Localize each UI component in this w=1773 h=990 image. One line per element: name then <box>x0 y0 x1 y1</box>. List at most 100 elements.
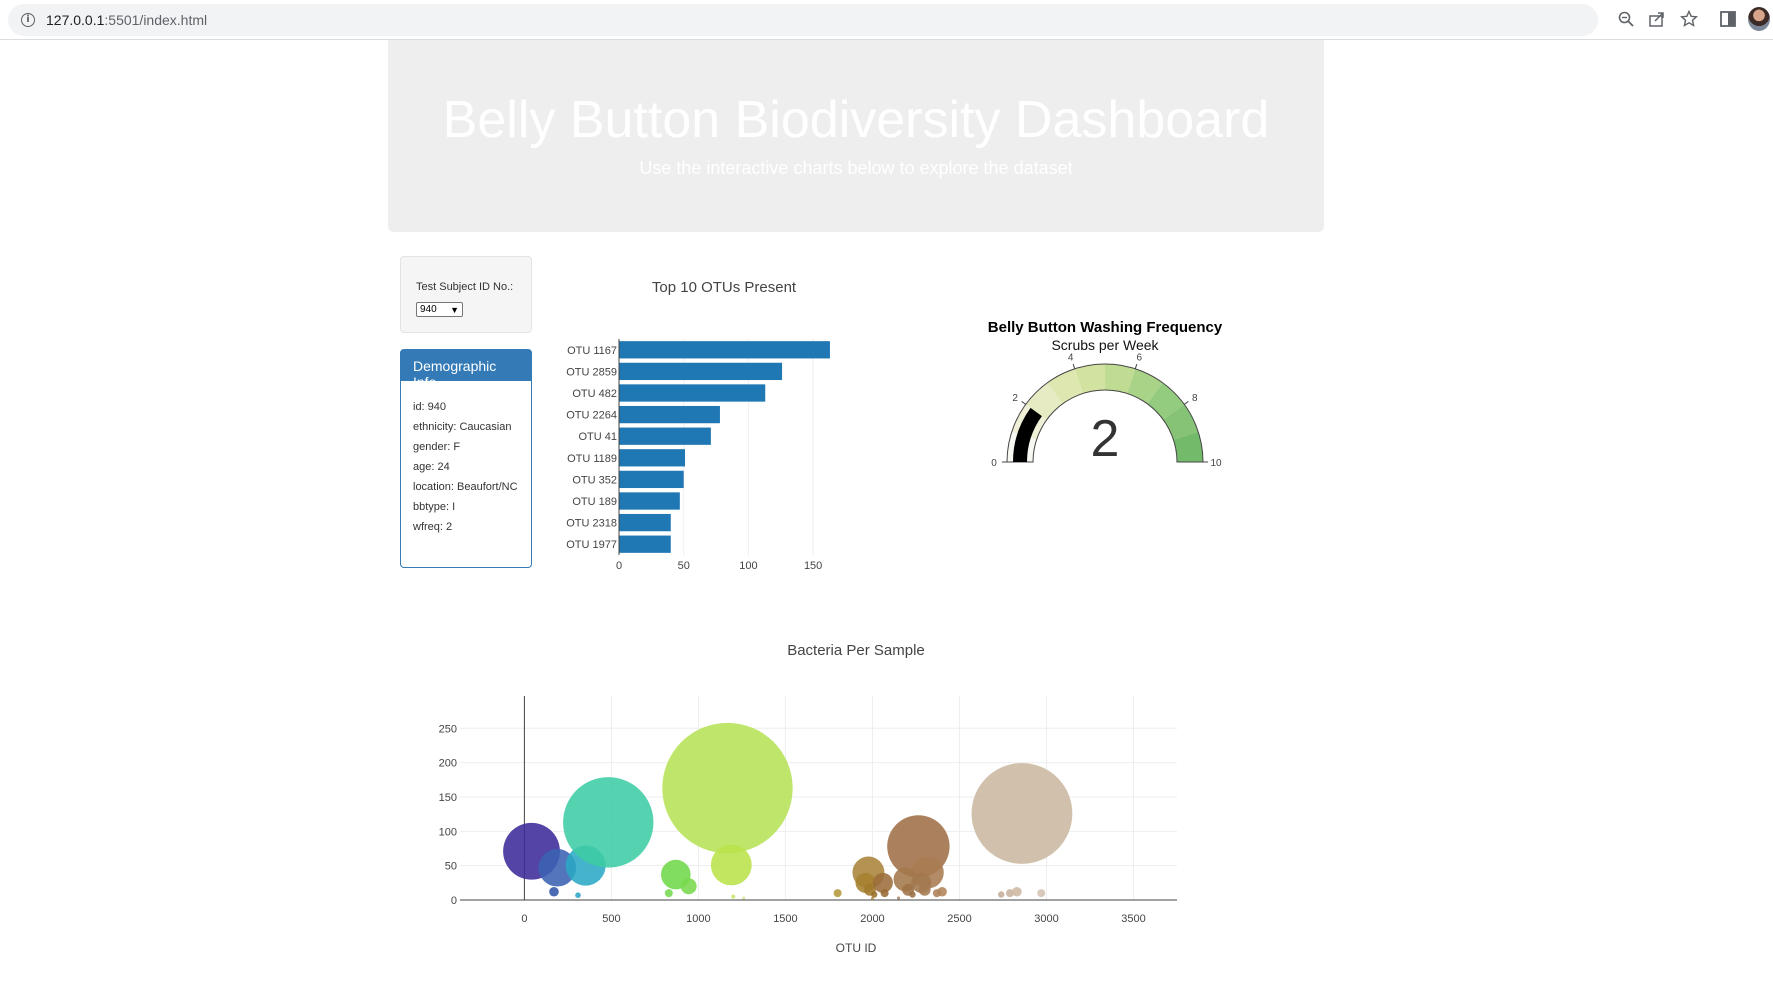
bubble <box>563 777 654 868</box>
profile-avatar[interactable] <box>1748 7 1770 31</box>
gauge-subtitle: Scrubs per Week <box>1051 337 1159 353</box>
bubble-y-tick-label: 50 <box>445 861 457 873</box>
bar-y-tick-label: OTU 41 <box>578 431 617 443</box>
bubble <box>575 892 581 898</box>
demographic-panel-body: id: 940 ethnicity: Caucasian gender: F age:… <box>401 381 531 534</box>
bubble-y-tick-label: 150 <box>439 792 457 804</box>
subject-id-select[interactable]: 940 ▼ <box>416 302 463 317</box>
bar <box>619 513 671 532</box>
bubble <box>710 844 752 886</box>
bubble <box>870 891 878 898</box>
bubble-y-tick-label: 250 <box>439 723 457 735</box>
bar-x-tick-label: 50 <box>678 560 690 570</box>
bubble <box>870 897 874 901</box>
info-icon[interactable]: i <box>21 13 35 27</box>
bubble <box>880 889 889 898</box>
page-subtitle: Use the interactive charts below to expl… <box>639 158 1073 178</box>
gauge-tick <box>1021 401 1027 405</box>
bubble <box>971 763 1073 864</box>
bubble-x-tick-label: 3000 <box>1034 913 1058 925</box>
bubble <box>897 896 901 900</box>
bar <box>619 384 766 402</box>
bar <box>619 449 685 467</box>
bar-y-tick-label: OTU 2859 <box>566 366 617 378</box>
bubble <box>662 722 793 854</box>
bubble <box>664 889 673 898</box>
bar-y-tick-label: OTU 1167 <box>567 345 617 357</box>
gauge-step <box>1074 364 1105 394</box>
bar-x-tick-label: 150 <box>804 560 822 570</box>
bubble <box>1005 889 1014 898</box>
gauge-tick <box>1183 401 1189 405</box>
gauge-step <box>1105 364 1136 394</box>
bar <box>619 405 720 424</box>
bar-x-tick-label: 0 <box>616 560 622 570</box>
top-otu-bar-chart[interactable]: Top 10 OTUs Present 0 50 100 150 OTU 1167 OTU … <box>555 270 895 570</box>
url-text[interactable]: 127.0.0.1:5501/index.html <box>46 12 207 28</box>
demographic-row: wfreq: 2 <box>413 521 453 533</box>
bubble-y-tick-label: 0 <box>451 895 457 907</box>
bubble <box>872 872 893 893</box>
bar <box>619 470 684 489</box>
bubble <box>998 891 1005 898</box>
gauge-title: Belly Button Washing Frequency <box>988 319 1223 336</box>
demographic-panel: Demographic Info id: 940 ethnicity: Cauca… <box>400 349 532 568</box>
bar-y-tick-label: OTU 482 <box>572 388 617 400</box>
chevron-down-icon: ▼ <box>450 305 459 315</box>
bar-chart-title: Top 10 OTUs Present <box>652 279 797 296</box>
bubble-y-tick-label: 200 <box>439 758 457 770</box>
subject-selector-well: Test Subject ID No.: 940 ▼ <box>400 256 532 333</box>
bar <box>619 427 711 445</box>
demographic-row: gender: F <box>413 441 461 453</box>
url-path: :5501/index.html <box>104 12 208 28</box>
gauge-step <box>1147 382 1185 420</box>
bar-y-tick-label: OTU 2264 <box>566 410 617 422</box>
bubble-x-tick-label: 3500 <box>1121 913 1145 925</box>
demographic-panel-title: Demographic Info <box>401 350 531 390</box>
bubble-chart-title: Bacteria Per Sample <box>787 642 925 659</box>
gauge-tick-label: 10 <box>1210 458 1222 469</box>
bar <box>619 341 830 359</box>
gauge-tick <box>1134 363 1138 369</box>
bubble-x-tick-label: 1000 <box>686 913 710 925</box>
address-bar[interactable]: i 127.0.0.1:5501/index.html <box>8 4 1598 36</box>
zoom-icon[interactable] <box>1617 10 1635 28</box>
bookmark-star-icon[interactable] <box>1680 10 1698 28</box>
demographic-row: location: Beaufort/NC <box>413 481 518 493</box>
bubble <box>538 848 577 887</box>
bubble-x-axis-title: OTU ID <box>836 941 877 955</box>
gauge-step <box>1025 382 1063 420</box>
bubble-x-tick-label: 500 <box>602 913 620 925</box>
gauge-tick-label: 8 <box>1192 393 1198 404</box>
jumbotron-header: Belly Button Biodiversity Dashboard Use … <box>388 40 1324 232</box>
gauge-step <box>1173 431 1203 462</box>
demographic-row: bbtype: I <box>413 501 456 513</box>
gauge-value-label: 2 <box>1091 410 1120 468</box>
gauge-tick-label: 6 <box>1137 352 1143 363</box>
side-panel-icon[interactable] <box>1719 10 1737 28</box>
bubble <box>833 889 842 898</box>
url-host: 127.0.0.1 <box>46 12 105 28</box>
bar <box>619 362 783 381</box>
bubble-x-tick-label: 1500 <box>773 913 797 925</box>
bar <box>619 535 671 553</box>
bar-y-tick-label: OTU 1977 <box>566 539 617 551</box>
browser-toolbar: i 127.0.0.1:5501/index.html <box>0 0 1773 40</box>
subject-selector-label: Test Subject ID No.: <box>416 281 514 293</box>
bar-y-tick-label: OTU 352 <box>572 474 617 486</box>
gauge-value-bar <box>1013 407 1042 462</box>
share-icon[interactable] <box>1648 10 1666 28</box>
page-title: Belly Button Biodiversity Dashboard <box>442 91 1270 149</box>
gauge-tick <box>1072 363 1076 369</box>
bubble-x-tick-label: 2000 <box>860 913 884 925</box>
bubble <box>918 883 931 896</box>
gauge-outline <box>1006 363 1204 463</box>
bubble <box>937 886 947 897</box>
bar-y-tick-label: OTU 2318 <box>566 518 617 530</box>
gauge-tick-label: 4 <box>1068 352 1074 363</box>
bubble <box>680 878 697 895</box>
bubble <box>1037 889 1046 898</box>
bubble <box>731 894 736 899</box>
